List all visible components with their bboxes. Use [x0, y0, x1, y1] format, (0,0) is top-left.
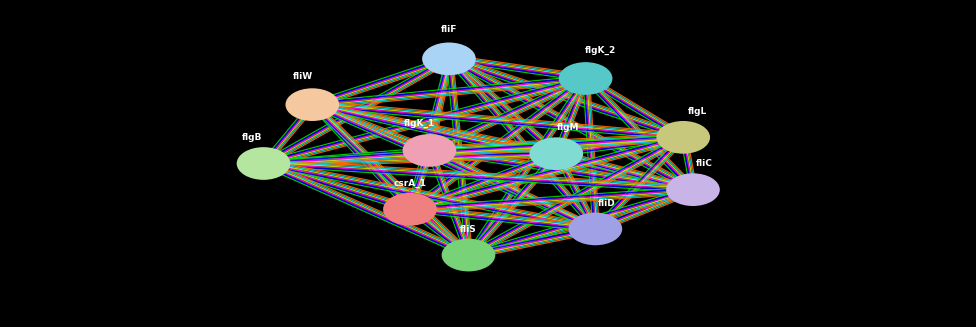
- Ellipse shape: [423, 43, 476, 75]
- Text: fliC: fliC: [696, 159, 713, 168]
- Text: fliS: fliS: [460, 225, 477, 234]
- Ellipse shape: [558, 62, 613, 95]
- Ellipse shape: [403, 134, 456, 167]
- Ellipse shape: [383, 193, 436, 226]
- Ellipse shape: [529, 137, 584, 170]
- Ellipse shape: [237, 147, 291, 180]
- Ellipse shape: [666, 173, 720, 206]
- Ellipse shape: [656, 121, 711, 154]
- Text: flgB: flgB: [242, 133, 262, 142]
- Text: flgK_1: flgK_1: [404, 119, 435, 128]
- Text: flgL: flgL: [688, 107, 708, 116]
- Text: fliD: fliD: [598, 198, 616, 208]
- Text: fliF: fliF: [441, 25, 457, 34]
- Ellipse shape: [286, 88, 340, 121]
- Text: flgK_2: flgK_2: [585, 46, 616, 55]
- Ellipse shape: [441, 239, 495, 271]
- Text: csrA_1: csrA_1: [393, 179, 427, 188]
- Ellipse shape: [568, 213, 623, 245]
- Text: flgM: flgM: [556, 123, 580, 132]
- Text: fliW: fliW: [293, 72, 312, 81]
